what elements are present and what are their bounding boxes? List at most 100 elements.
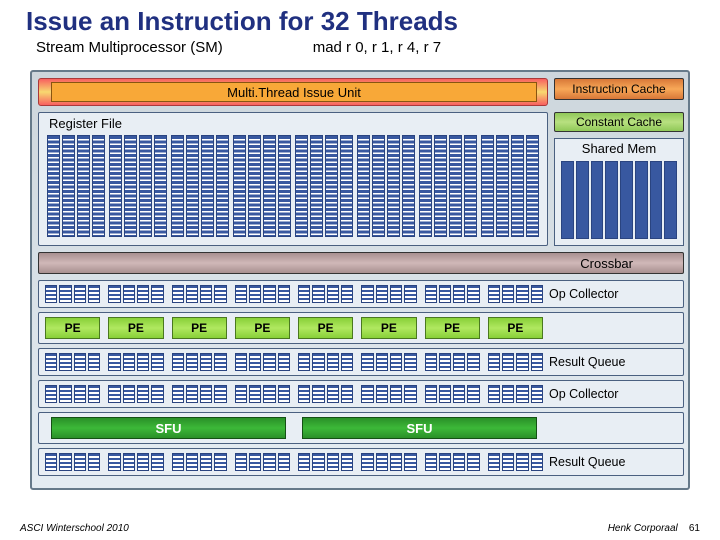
cell-group [298, 285, 353, 303]
regfile-col [310, 135, 323, 237]
mt-issue-unit: Multi.Thread Issue Unit [51, 82, 537, 102]
result-queue-row-2: Result Queue [38, 448, 684, 476]
cell [200, 453, 212, 471]
shared-mem-col [664, 161, 677, 239]
cell-group [108, 453, 163, 471]
regfile-group [481, 135, 539, 237]
cell [467, 353, 479, 371]
cell [439, 285, 451, 303]
shared-mem: Shared Mem [554, 138, 684, 246]
cell [341, 453, 353, 471]
cell [278, 453, 290, 471]
cell [341, 385, 353, 403]
regfile-col [139, 135, 152, 237]
cell [488, 453, 500, 471]
cell [488, 385, 500, 403]
cell-group [298, 353, 353, 371]
cell [59, 285, 71, 303]
cell [488, 285, 500, 303]
cell [390, 285, 402, 303]
cell [502, 385, 514, 403]
cell [439, 353, 451, 371]
cell [249, 353, 261, 371]
cell-group [361, 353, 416, 371]
cell [278, 353, 290, 371]
cell [200, 285, 212, 303]
pe-row: PEPEPEPEPEPEPEPE [38, 312, 684, 344]
regfile-col [464, 135, 477, 237]
shared-mem-col [635, 161, 648, 239]
cell [312, 353, 324, 371]
cell [172, 353, 184, 371]
cell [361, 453, 373, 471]
cell-group [172, 385, 227, 403]
footer-left: ASCI Winterschool 2010 [20, 523, 129, 534]
sfu-block: SFU [302, 417, 537, 439]
cell [453, 453, 465, 471]
cell-group [488, 385, 543, 403]
op-collector-label-2: Op Collector [549, 387, 671, 401]
cell [278, 385, 290, 403]
cell [200, 385, 212, 403]
cell [151, 453, 163, 471]
sfu-row: SFUSFU [38, 412, 684, 444]
cell [531, 353, 543, 371]
regfile-col [233, 135, 246, 237]
regfile-group [233, 135, 291, 237]
regfile-col [325, 135, 338, 237]
cell [390, 353, 402, 371]
cell [74, 353, 86, 371]
cell [390, 453, 402, 471]
cell [312, 385, 324, 403]
cell [453, 353, 465, 371]
cell-group [425, 353, 480, 371]
cell-group [45, 453, 100, 471]
cell-group [45, 285, 100, 303]
cell [45, 285, 57, 303]
regfile-col [77, 135, 90, 237]
cell [327, 385, 339, 403]
cell [186, 353, 198, 371]
cell [137, 285, 149, 303]
cell [327, 285, 339, 303]
pe-block: PE [361, 317, 416, 339]
cell-group [488, 453, 543, 471]
cell-group [235, 453, 290, 471]
regfile-col [171, 135, 184, 237]
cell [531, 285, 543, 303]
regfile-col [92, 135, 105, 237]
pe-block: PE [235, 317, 290, 339]
cell [123, 453, 135, 471]
cell-group [361, 453, 416, 471]
pe-block: PE [108, 317, 163, 339]
regfile-col [154, 135, 167, 237]
shared-mem-col [561, 161, 574, 239]
regfile-col [511, 135, 524, 237]
cell [502, 453, 514, 471]
shared-mem-col [605, 161, 618, 239]
constant-cache: Constant Cache [554, 112, 684, 132]
cell [88, 385, 100, 403]
regfile-col [340, 135, 353, 237]
cell [59, 353, 71, 371]
page-number: 61 [689, 523, 700, 534]
cell [123, 385, 135, 403]
cell-group [45, 353, 100, 371]
mt-issue-wrap: Multi.Thread Issue Unit [38, 78, 548, 106]
shared-mem-col [650, 161, 663, 239]
cell [186, 385, 198, 403]
regfile-group [295, 135, 353, 237]
cell-group [361, 285, 416, 303]
cell [425, 385, 437, 403]
cell [376, 353, 388, 371]
cell [235, 353, 247, 371]
cell-group [235, 385, 290, 403]
cell [327, 453, 339, 471]
cell [390, 385, 402, 403]
cell [502, 353, 514, 371]
crossbar: Crossbar [38, 252, 684, 274]
regfile-col [186, 135, 199, 237]
cell-group [425, 453, 480, 471]
cell [235, 385, 247, 403]
cell-group [108, 385, 163, 403]
